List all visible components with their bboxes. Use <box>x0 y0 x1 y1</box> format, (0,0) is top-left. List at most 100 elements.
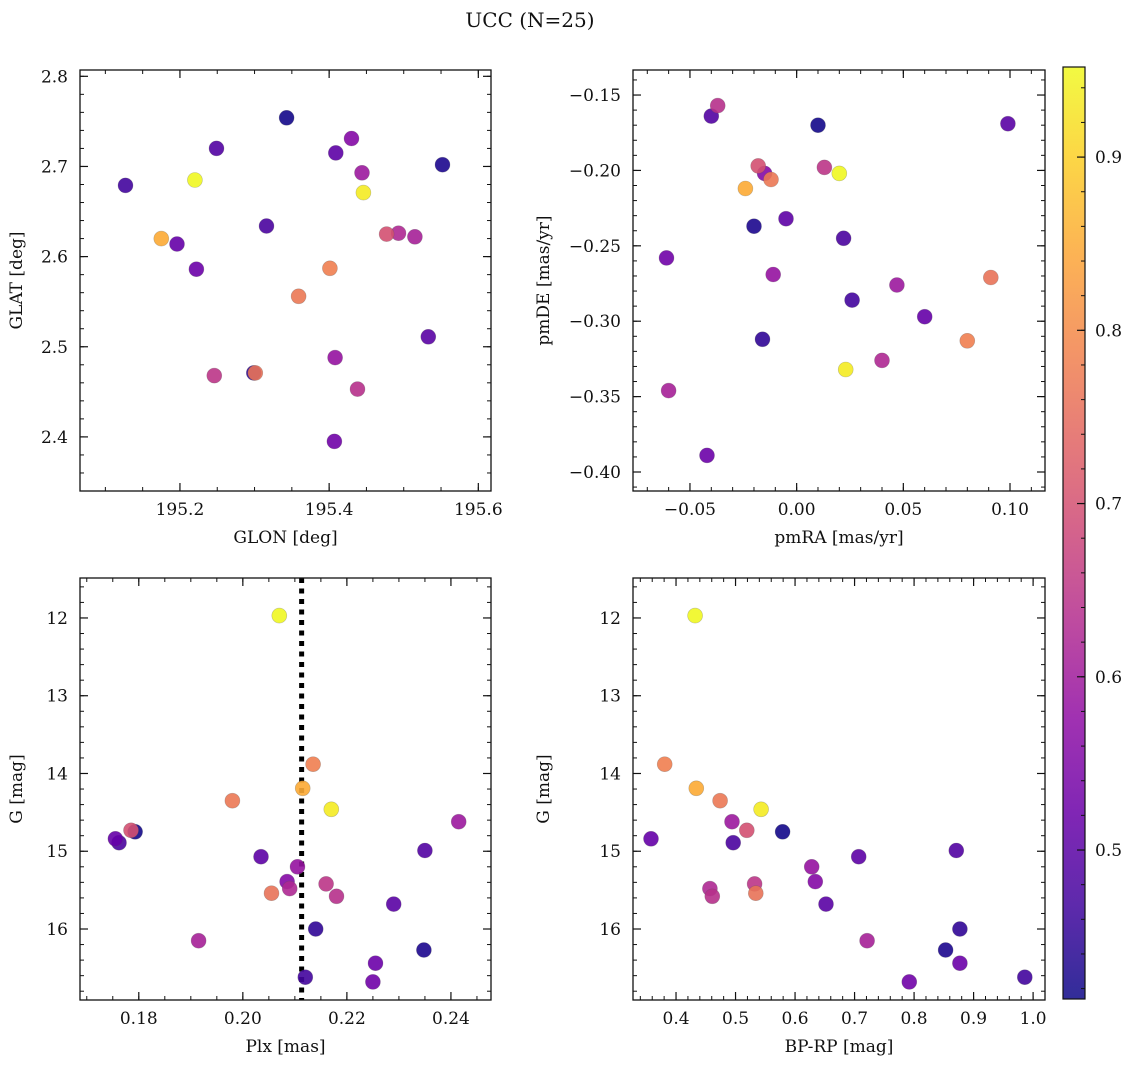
y-tick-label: 13 <box>46 687 68 707</box>
data-point <box>107 830 124 847</box>
data-point <box>294 780 311 797</box>
y-tick-label: −0.15 <box>569 86 621 106</box>
x-tick-label: 0.9 <box>960 1009 987 1029</box>
colorbar-tick-label: 0.7 <box>1095 495 1122 515</box>
data-point <box>859 932 875 949</box>
data-point <box>247 365 264 381</box>
data-point <box>263 885 280 902</box>
x-axis-label: Plx [mas] <box>245 1037 325 1057</box>
data-point <box>959 332 976 349</box>
data-point <box>450 813 467 830</box>
data-point <box>224 792 241 809</box>
y-tick-label: −0.35 <box>569 388 621 408</box>
panel-plx-g: 0.18 0.20 0.22 0.24 12 13 14 15 16 Plx [mas] G [ma… <box>7 577 492 1057</box>
data-point <box>803 858 820 875</box>
x-tick-label: 0.5 <box>722 1009 749 1029</box>
data-point <box>724 813 740 830</box>
data-point <box>687 607 703 624</box>
x-tick-label: 0.4 <box>663 1009 690 1029</box>
points <box>658 97 1016 464</box>
data-point <box>750 158 767 174</box>
data-point <box>327 145 344 161</box>
data-point <box>837 361 854 378</box>
x-tick-label: 195.2 <box>156 500 205 520</box>
data-point <box>763 171 779 188</box>
y-tick-label: 14 <box>46 764 68 784</box>
data-point <box>656 756 673 773</box>
data-point <box>278 110 295 126</box>
data-point <box>831 165 848 182</box>
data-point <box>1000 115 1016 132</box>
data-point <box>322 260 338 277</box>
data-point <box>835 230 852 247</box>
data-point <box>850 848 867 865</box>
x-tick-label: 0.24 <box>432 1009 470 1029</box>
y-tick-label: 2.4 <box>41 428 68 448</box>
colorbar-tick-label: 0.5 <box>1095 841 1122 861</box>
x-axis-label: GLON [deg] <box>233 528 337 548</box>
panel-bprp-g: 0.4 0.5 0.6 0.7 0.8 0.9 1.0 12 13 14 15 16 BP-RP [ma… <box>534 577 1047 1057</box>
data-point <box>327 349 343 366</box>
data-point <box>916 308 933 325</box>
data-point <box>169 236 185 252</box>
data-point <box>290 288 307 305</box>
data-point <box>343 130 360 147</box>
data-point <box>948 842 965 859</box>
data-point <box>738 822 755 839</box>
data-point <box>754 331 771 348</box>
data-point <box>281 880 298 897</box>
data-point <box>354 165 370 181</box>
data-point <box>258 218 275 234</box>
data-point <box>365 974 381 990</box>
y-tick-label: −0.40 <box>569 463 621 483</box>
panel-glon-glat: 195.2 195.4 195.6 2.4 2.5 2.6 2.7 2.8 GLON [deg]… <box>7 67 503 548</box>
data-point <box>816 159 833 176</box>
x-axis-label: BP-RP [mag] <box>785 1037 894 1057</box>
data-point <box>253 848 269 865</box>
data-point <box>416 942 432 958</box>
data-point <box>747 885 764 902</box>
x-tick-label: 195.4 <box>305 500 354 520</box>
data-point <box>688 780 705 797</box>
x-axis-label: pmRA [mas/yr] <box>774 528 903 548</box>
y-axis-label: G [mag] <box>534 754 554 823</box>
y-tick-label: −0.25 <box>569 237 621 257</box>
x-tick-label: 195.6 <box>454 500 503 520</box>
data-point <box>818 896 834 912</box>
data-point <box>765 266 782 283</box>
data-point <box>844 292 860 308</box>
x-tick-label: 1.0 <box>1020 1009 1047 1029</box>
data-point <box>952 921 968 937</box>
data-point <box>753 801 769 818</box>
data-point <box>385 896 402 912</box>
x-tick-label: 0.20 <box>224 1009 262 1029</box>
y-tick-label: 15 <box>599 842 621 862</box>
data-point <box>271 607 288 624</box>
colorbar-gradient <box>1063 67 1085 999</box>
data-point <box>355 184 372 201</box>
x-tick-label: 0.6 <box>782 1009 809 1029</box>
data-point <box>874 352 890 369</box>
y-tick-label: 14 <box>599 764 621 784</box>
y-tick-label: 16 <box>46 920 68 940</box>
data-point <box>1017 969 1033 986</box>
y-tick-label: 12 <box>46 609 68 629</box>
x-tick-label: 0.05 <box>884 500 922 520</box>
data-point <box>643 830 659 847</box>
data-point <box>307 921 324 937</box>
x-tick-label: 0.18 <box>120 1009 158 1029</box>
data-point <box>737 180 754 197</box>
data-point <box>774 823 791 840</box>
colorbar-frame <box>1062 66 1086 1000</box>
data-point <box>206 367 223 384</box>
data-point <box>709 97 726 114</box>
data-point <box>952 955 968 972</box>
data-point <box>699 447 715 464</box>
colorbar-tick-label: 0.6 <box>1095 668 1122 688</box>
data-point <box>746 218 762 234</box>
x-tick-label: 0.8 <box>901 1009 928 1029</box>
data-point <box>901 974 918 990</box>
axes-frame <box>79 69 492 492</box>
data-point <box>810 117 826 133</box>
